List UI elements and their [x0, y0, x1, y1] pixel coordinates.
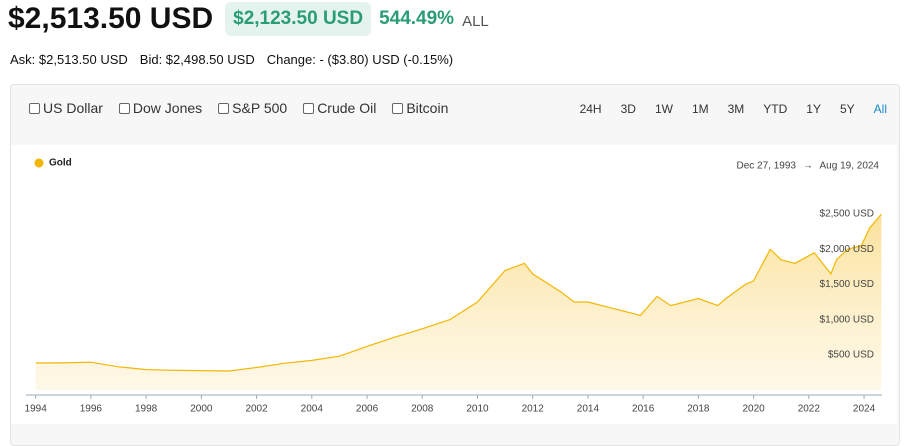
- x-tick-label: 2004: [301, 404, 324, 415]
- x-tick-label: 2024: [853, 404, 876, 415]
- x-tick-label: 1998: [135, 404, 158, 415]
- x-tick-label: 2002: [245, 404, 268, 415]
- range-buttons: 24H 3D 1W 1M 3M YTD 1Y 5Y All: [580, 102, 887, 116]
- price: $2,513.50 USD: [8, 2, 214, 35]
- x-tick-label: 2020: [742, 404, 765, 415]
- change: Change: - ($3.80) USD (-0.15%): [266, 52, 454, 67]
- compare-label: US Dollar: [43, 100, 103, 116]
- compare-label: Dow Jones: [132, 100, 203, 116]
- chart: Gold Dec 27, 1993 → Aug 19, 2024 $500 US…: [11, 145, 897, 424]
- checkbox[interactable]: [29, 102, 40, 114]
- checkbox[interactable]: [392, 102, 404, 114]
- date-from: Dec 27, 1993: [737, 161, 797, 172]
- ask: Ask: $2,513.50 USD: [10, 52, 128, 67]
- x-tick-label: 2016: [632, 404, 655, 415]
- change-percent: 544.49%: [379, 8, 455, 29]
- compare-option[interactable]: Crude Oil: [303, 100, 376, 116]
- range-button[interactable]: 3D: [620, 102, 636, 116]
- date-to: Aug 19, 2024: [820, 161, 880, 172]
- compare-option[interactable]: US Dollar: [29, 100, 103, 116]
- checkbox[interactable]: [118, 102, 130, 114]
- legend-label: Gold: [49, 158, 72, 169]
- range-button[interactable]: 5Y: [839, 102, 855, 116]
- compare-option[interactable]: Dow Jones: [118, 100, 203, 116]
- y-tick-label: $1,500 USD: [820, 279, 874, 290]
- header: $2,513.50 USD $2,123.50 USD 544.49% ALL: [8, 2, 489, 36]
- x-tick-label: 1996: [80, 404, 103, 415]
- y-tick-label: $1,000 USD: [820, 314, 874, 325]
- range-button[interactable]: All: [873, 102, 887, 116]
- line: [35, 213, 882, 372]
- checkbox[interactable]: [303, 102, 315, 114]
- compare-label: Crude Oil: [317, 100, 377, 116]
- range-button[interactable]: 24H: [579, 102, 602, 116]
- x-tick-label: 2012: [522, 404, 545, 415]
- bid: Bid: $2,498.50 USD: [139, 52, 255, 67]
- y-tick-label: $500 USD: [828, 349, 874, 360]
- range-button[interactable]: YTD: [763, 102, 788, 116]
- x-tick-label: 2006: [356, 404, 379, 415]
- range-button[interactable]: 1M: [691, 102, 709, 116]
- x-tick-label: 2000: [190, 404, 213, 415]
- x-tick-label: 2014: [577, 404, 600, 415]
- range-button[interactable]: 1W: [654, 102, 673, 116]
- compare-label: S&P 500: [232, 100, 288, 116]
- compare-option[interactable]: Bitcoin: [392, 100, 448, 116]
- page: $2,513.50 USD $2,123.50 USD 544.49% ALL …: [8, 2, 900, 446]
- x-tick-label: 2022: [798, 404, 821, 415]
- checkbox[interactable]: [218, 102, 230, 114]
- period: ALL: [462, 12, 489, 30]
- x-tick-label: 2010: [466, 404, 489, 415]
- legend-swatch: [34, 158, 44, 168]
- compare-option[interactable]: S&P 500: [218, 100, 287, 116]
- y-tick-label: $2,500 USD: [820, 209, 874, 220]
- range-button[interactable]: 1Y: [806, 102, 821, 116]
- quote-line: Ask: $2,513.50 USD Bid: $2,498.50 USD Ch…: [10, 52, 453, 67]
- x-tick-label: 1994: [25, 404, 48, 415]
- x-tick-label: 2018: [687, 404, 710, 415]
- range-separator: →: [803, 161, 813, 172]
- compare-options: US Dollar Dow Jones S&P 500 Crude Oil Bitcoi…: [29, 100, 448, 116]
- range-button[interactable]: 3M: [727, 102, 745, 116]
- compare-label: Bitcoin: [406, 100, 449, 116]
- change-amount: $2,123.50 USD: [225, 2, 372, 36]
- y-tick-label: $2,000 USD: [820, 244, 874, 255]
- area: [35, 214, 882, 390]
- x-tick-label: 2008: [411, 404, 434, 415]
